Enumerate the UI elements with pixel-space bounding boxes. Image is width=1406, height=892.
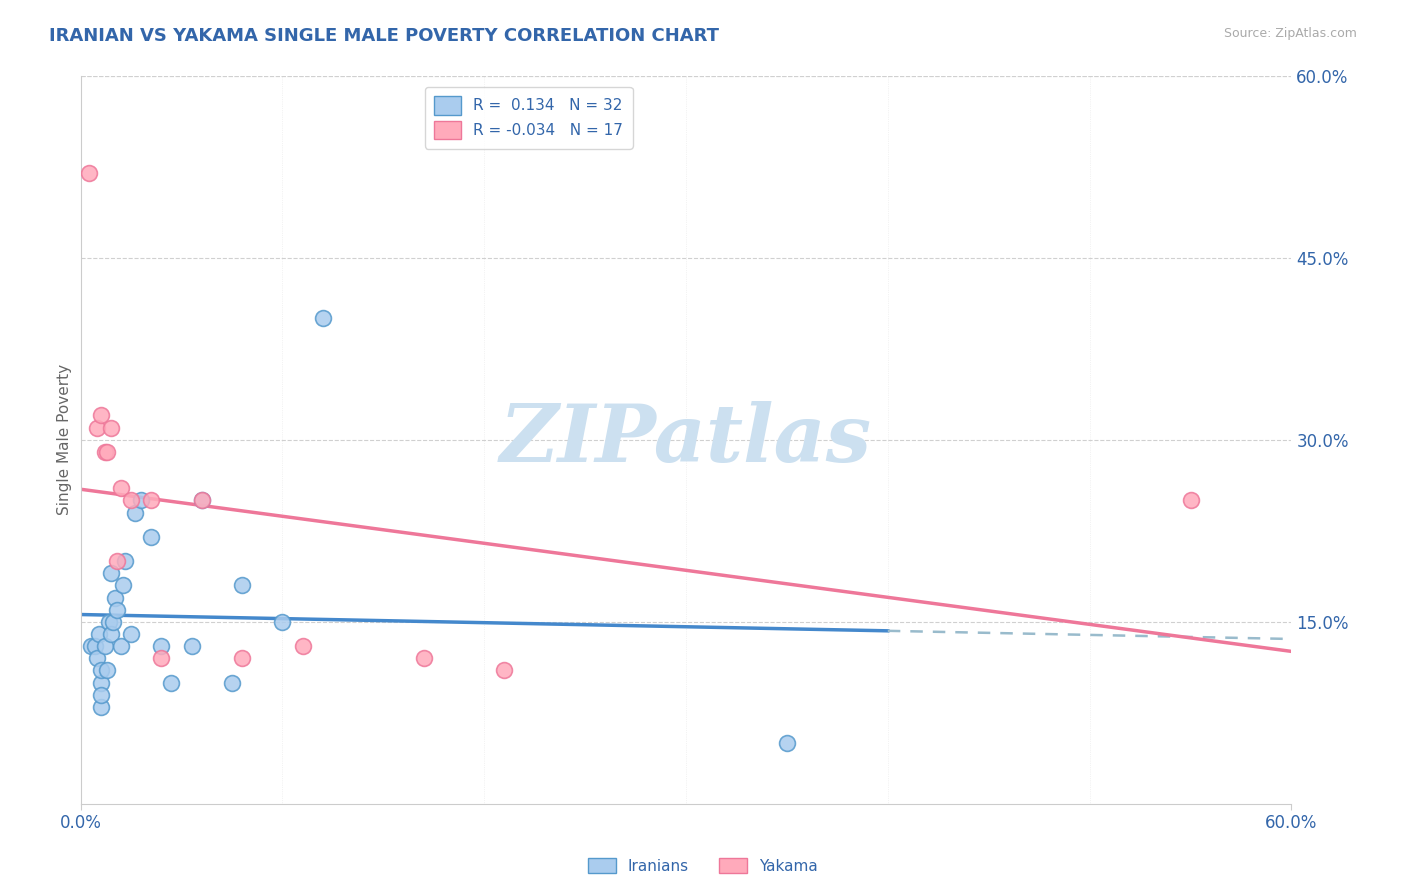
- Point: [141, 493, 163, 508]
- Point: [86, 651, 108, 665]
- Point: [776, 736, 799, 750]
- Text: ZIPatlas: ZIPatlas: [501, 401, 872, 478]
- Text: Source: ZipAtlas.com: Source: ZipAtlas.com: [1223, 27, 1357, 40]
- Point: [291, 639, 314, 653]
- Point: [90, 664, 112, 678]
- Point: [129, 493, 152, 508]
- Point: [120, 627, 142, 641]
- Point: [190, 493, 212, 508]
- Point: [105, 554, 128, 568]
- Point: [90, 409, 112, 423]
- Point: [221, 675, 243, 690]
- Point: [101, 615, 124, 629]
- Point: [271, 615, 294, 629]
- Point: [100, 627, 122, 641]
- Point: [231, 578, 253, 592]
- Point: [231, 651, 253, 665]
- Point: [100, 420, 122, 434]
- Point: [100, 566, 122, 581]
- Point: [312, 311, 335, 326]
- Point: [90, 699, 112, 714]
- Point: [150, 639, 173, 653]
- Text: IRANIAN VS YAKAMA SINGLE MALE POVERTY CORRELATION CHART: IRANIAN VS YAKAMA SINGLE MALE POVERTY CO…: [49, 27, 720, 45]
- Point: [79, 639, 101, 653]
- Point: [180, 639, 202, 653]
- Point: [87, 627, 110, 641]
- Point: [150, 651, 173, 665]
- Legend: Iranians, Yakama: Iranians, Yakama: [582, 852, 824, 880]
- Point: [141, 530, 163, 544]
- Point: [110, 639, 132, 653]
- Point: [83, 639, 105, 653]
- Point: [90, 688, 112, 702]
- Y-axis label: Single Male Poverty: Single Male Poverty: [58, 364, 72, 516]
- Point: [190, 493, 212, 508]
- Point: [124, 506, 146, 520]
- Point: [77, 166, 100, 180]
- Point: [90, 675, 112, 690]
- Point: [114, 554, 136, 568]
- Point: [93, 639, 115, 653]
- Legend: R =  0.134   N = 32, R = -0.034   N = 17: R = 0.134 N = 32, R = -0.034 N = 17: [425, 87, 633, 149]
- Point: [1180, 493, 1202, 508]
- Point: [160, 675, 183, 690]
- Point: [120, 493, 142, 508]
- Point: [412, 651, 434, 665]
- Point: [105, 603, 128, 617]
- Point: [96, 664, 118, 678]
- Point: [86, 420, 108, 434]
- Point: [111, 578, 134, 592]
- Point: [110, 481, 132, 495]
- Point: [96, 445, 118, 459]
- Point: [97, 615, 120, 629]
- Point: [104, 591, 127, 605]
- Point: [494, 664, 516, 678]
- Point: [93, 445, 115, 459]
